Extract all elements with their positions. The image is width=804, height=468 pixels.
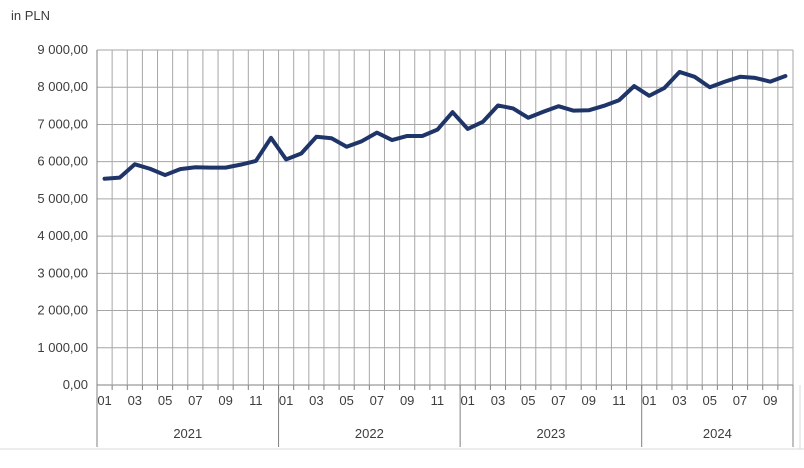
- year-label: 2022: [355, 426, 384, 441]
- y-tick-label: 9 000,00: [37, 42, 88, 57]
- x-tick-label: 01: [279, 393, 293, 408]
- y-tick-label: 8 000,00: [37, 79, 88, 94]
- y-tick-label: 2 000,00: [37, 303, 88, 318]
- x-tick-label: 07: [551, 393, 565, 408]
- x-tick-label: 01: [97, 393, 111, 408]
- x-tick-label: 05: [703, 393, 717, 408]
- x-tick-label: 09: [218, 393, 232, 408]
- x-tick-label: 09: [582, 393, 596, 408]
- x-tick-label: 03: [672, 393, 686, 408]
- x-tick-label: 09: [400, 393, 414, 408]
- x-tick-label: 05: [158, 393, 172, 408]
- x-tick-label: 11: [431, 393, 445, 408]
- x-tick-label: 07: [733, 393, 747, 408]
- year-label: 2023: [536, 426, 565, 441]
- y-tick-label: 4 000,00: [37, 228, 88, 243]
- x-tick-label: 05: [339, 393, 353, 408]
- x-tick-label: 01: [642, 393, 656, 408]
- y-tick-label: 1 000,00: [37, 340, 88, 355]
- x-tick-label: 11: [249, 393, 263, 408]
- x-tick-label: 07: [370, 393, 384, 408]
- data-series-line: [102, 69, 788, 181]
- x-tick-label: 03: [491, 393, 505, 408]
- y-tick-label: 0,00: [63, 377, 88, 392]
- y-tick-label: 5 000,00: [37, 191, 88, 206]
- x-tick-label: 03: [128, 393, 142, 408]
- x-tick-label: 09: [763, 393, 777, 408]
- y-axis-unit-label: in PLN: [11, 8, 51, 23]
- y-tick-label: 6 000,00: [37, 154, 88, 169]
- x-tick-label: 03: [309, 393, 323, 408]
- x-tick-label: 05: [521, 393, 535, 408]
- year-label: 2021: [173, 426, 202, 441]
- x-tick-label: 11: [612, 393, 626, 408]
- x-tick-label: 07: [188, 393, 202, 408]
- y-tick-label: 7 000,00: [37, 116, 88, 131]
- year-label: 2024: [703, 426, 732, 441]
- x-tick-label: 01: [460, 393, 474, 408]
- y-tick-label: 3 000,00: [37, 265, 88, 280]
